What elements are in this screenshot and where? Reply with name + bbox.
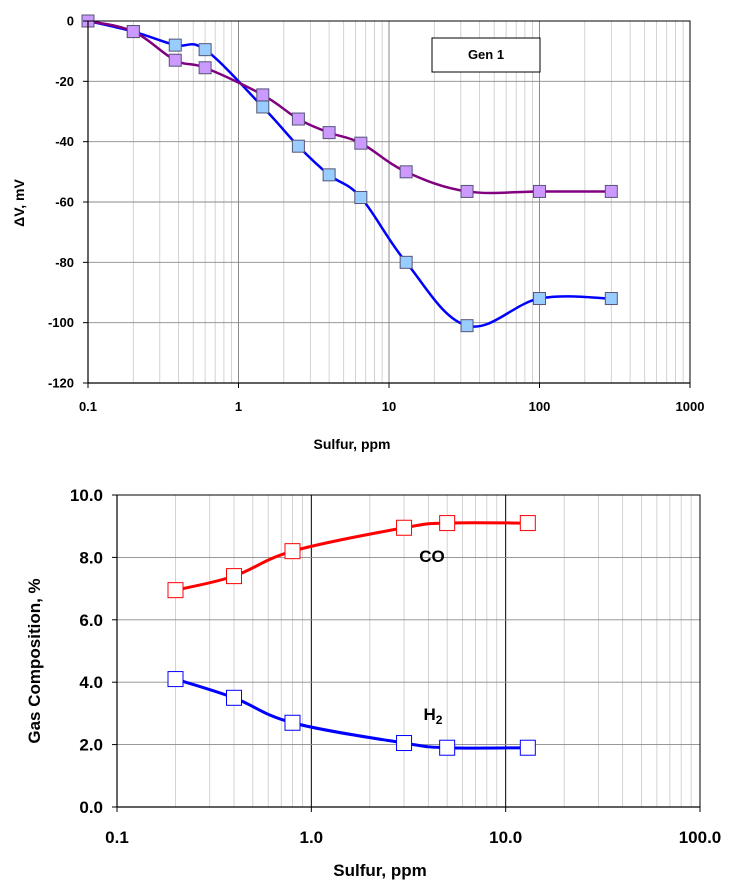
series-1-point <box>168 38 182 52</box>
series-1-point <box>604 292 618 306</box>
series-2-point <box>291 112 305 126</box>
series-1-point <box>226 568 243 585</box>
y-tick-label: -60 <box>55 195 74 210</box>
series-1-point <box>396 519 413 536</box>
series-1-point <box>256 100 270 114</box>
series-1-point <box>284 543 301 560</box>
y-tick-label: -100 <box>48 315 74 330</box>
x-axis-label: Sulfur, ppm <box>333 861 427 880</box>
series-label-co: CO <box>419 547 445 566</box>
y-tick-label: 8.0 <box>79 548 103 567</box>
series-1-point <box>167 582 184 599</box>
x-tick-label: 100 <box>529 399 551 414</box>
x-tick-label: 1 <box>235 399 242 414</box>
series-group <box>81 14 618 333</box>
chart-gas-composition: 0.1 1.0 10.0 100.0 0.0 2.0 4.0 6.0 8.0 10.0 Sulfu… <box>25 486 721 880</box>
series-2-point <box>226 689 243 706</box>
y-tick-label: 4.0 <box>79 673 103 692</box>
series-2-line <box>175 677 528 750</box>
series-1-point <box>354 190 368 204</box>
y-axis-label: Gas Composition, % <box>25 578 44 743</box>
grid <box>117 494 700 807</box>
x-axis-label: Sulfur, ppm <box>314 436 391 452</box>
x-tick-label: 1.0 <box>300 828 324 847</box>
series-label-h2: H2 <box>424 705 443 727</box>
series-2-point <box>439 739 456 756</box>
plot-frame <box>116 494 701 808</box>
series-2-point <box>168 53 182 67</box>
series-2-point <box>533 184 546 198</box>
y-tick-label: -120 <box>48 376 74 391</box>
series-2-point <box>322 126 336 140</box>
y-tick-label: 2.0 <box>79 736 103 755</box>
x-tick-label: 10.0 <box>489 828 522 847</box>
series-group <box>167 515 536 756</box>
series-1-point <box>533 292 546 306</box>
x-tick-label: 0.1 <box>79 399 97 414</box>
series-2-point <box>198 61 212 75</box>
series-2-point <box>519 739 536 756</box>
x-tick-label: 10 <box>382 399 396 414</box>
series-label-h2-sub: 2 <box>436 713 443 727</box>
series-1-point <box>198 43 212 57</box>
series-2-point <box>284 714 301 731</box>
series-2-point <box>167 671 184 688</box>
series-1-point <box>460 319 474 333</box>
series-1-point <box>439 515 456 532</box>
legend: Gen 1 <box>431 37 541 73</box>
series-1-point <box>399 255 413 269</box>
y-tick-label: -80 <box>55 255 74 270</box>
y-tick-label: 6.0 <box>79 611 103 630</box>
series-2-point <box>256 88 270 102</box>
legend-label: Gen 1 <box>468 47 504 62</box>
x-tick-label: 1000 <box>676 399 705 414</box>
series-2-point <box>399 165 413 179</box>
chart-voltage: 0.1 1 10 100 1000 0 -20 -40 -60 -80 -100 -120 Sulfu… <box>11 14 704 452</box>
series-2-point <box>126 25 140 39</box>
series-2-point <box>604 184 618 198</box>
axes: 0.1 1.0 10.0 100.0 0.0 2.0 4.0 6.0 8.0 10.0 <box>70 486 721 847</box>
series-1-point <box>519 515 536 532</box>
axes: 0.1 1 10 100 1000 0 -20 -40 -60 -80 -100 -120 <box>48 14 704 414</box>
grid <box>88 20 690 383</box>
y-tick-label: -20 <box>55 74 74 89</box>
x-tick-label: 100.0 <box>679 828 722 847</box>
series-1-point <box>291 139 305 153</box>
y-tick-label: -40 <box>55 134 74 149</box>
series-label-h2-base: H <box>424 705 436 724</box>
series-2-point <box>396 735 413 752</box>
series-2-point <box>354 136 368 150</box>
y-tick-label: 0.0 <box>79 798 103 817</box>
y-axis-label: ΔV, mV <box>11 179 27 227</box>
series-2-point <box>460 184 474 198</box>
x-tick-label: 0.1 <box>105 828 129 847</box>
y-tick-label: 0 <box>67 14 74 29</box>
y-tick-label: 10.0 <box>70 486 103 505</box>
series-1-point <box>322 168 336 182</box>
